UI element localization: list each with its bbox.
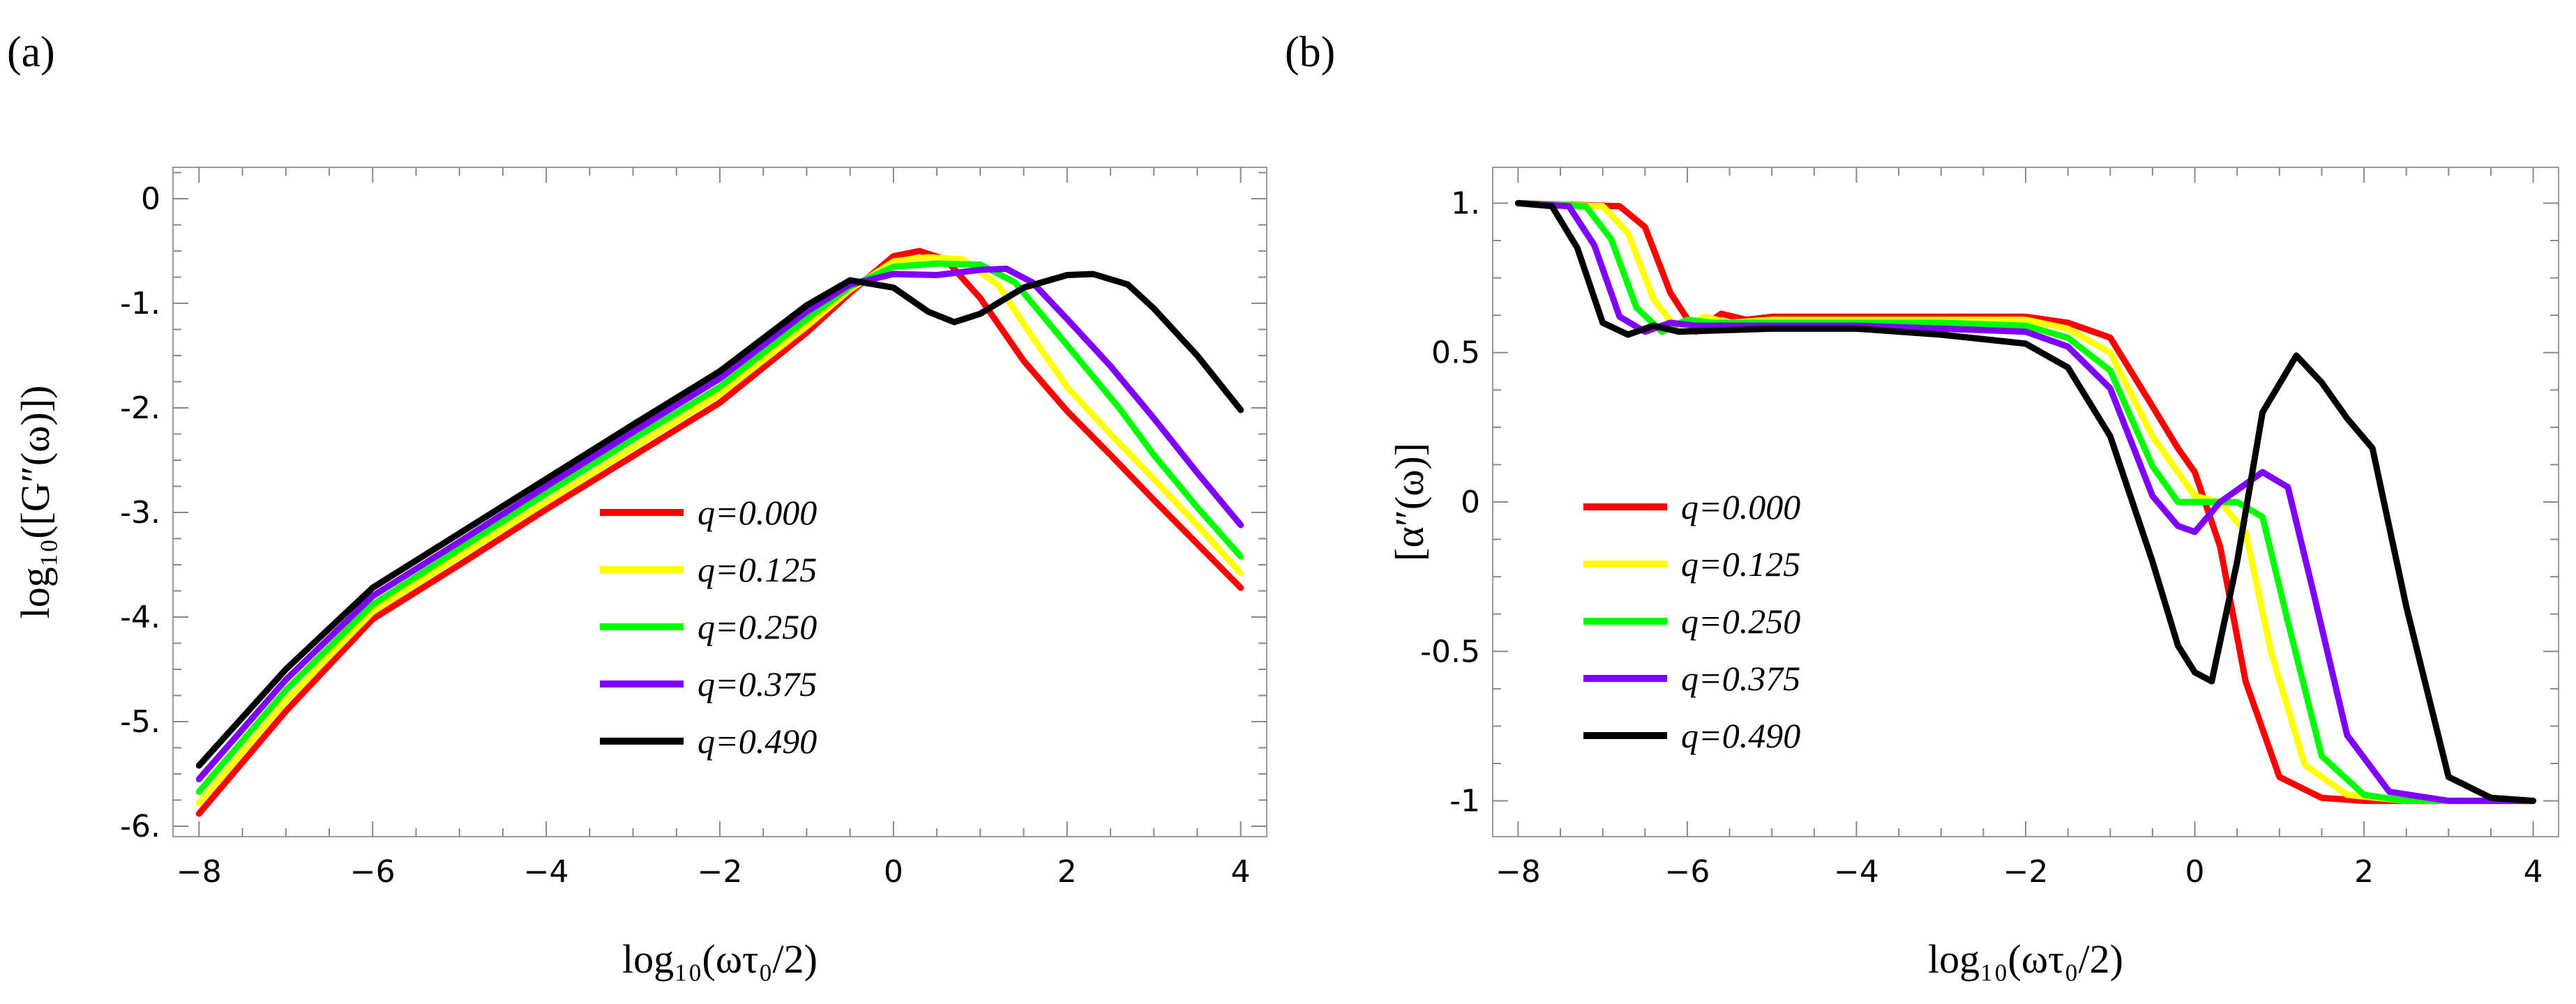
legend-label: q=0.490 — [1681, 716, 1800, 755]
y-tick-label: -4. — [120, 600, 160, 635]
panel-b: (b) −8 −6 −4 −2 0 2 4 1. 0.5 0 -0.5 -1 q=0.000 q=0.1… — [1285, 29, 2559, 982]
x-tick-label: −4 — [1834, 854, 1879, 890]
panel-b-legend: q=0.000 q=0.125 q=0.250 q=0.375 q=0.490 — [1583, 487, 1800, 755]
x-tick-label: 0 — [884, 854, 903, 890]
panel-a-ticks: −8 −6 −4 −2 0 2 4 0 -1. -2. -3. -4. -5. -6. — [120, 167, 1267, 890]
x-tick-label: −4 — [524, 854, 569, 890]
panel-a-xlabel: log₁₀(ωτ₀/2) — [622, 936, 818, 982]
x-tick-label: 2 — [2354, 854, 2374, 890]
x-tick-label: −2 — [2003, 854, 2049, 890]
y-tick-label: -5. — [120, 704, 160, 740]
series-line-q=0.000 — [195, 248, 1244, 817]
legend-label: q=0.125 — [1681, 545, 1800, 584]
panel-b-series — [1514, 199, 2537, 805]
x-tick-label: 4 — [2524, 854, 2543, 890]
legend-label: q=0.125 — [698, 550, 817, 589]
y-tick-label: -3. — [120, 495, 160, 531]
x-tick-label: −6 — [1664, 854, 1710, 890]
panel-a-label: (a) — [7, 29, 55, 76]
x-tick-label: −2 — [698, 854, 743, 890]
x-tick-label: −8 — [1496, 854, 1541, 890]
legend-label: q=0.490 — [698, 722, 817, 761]
panel-a-ylabel: log₁₀([G″(ω)]) — [13, 386, 58, 619]
series-line-q=0.125 — [195, 254, 1244, 807]
y-tick-label: 0.5 — [1431, 335, 1480, 371]
y-tick-label: 0 — [141, 181, 160, 217]
legend-label: q=0.000 — [698, 493, 817, 532]
series-line-q=0.375 — [195, 266, 1244, 782]
legend-label: q=0.000 — [1681, 487, 1800, 526]
x-tick-label: −6 — [350, 854, 396, 890]
y-tick-label: 0 — [1461, 485, 1480, 520]
series-line-q=0.490 — [195, 271, 1244, 769]
series-line-q=0.250 — [195, 260, 1244, 795]
x-tick-label: 0 — [2185, 854, 2205, 890]
panel-a-series — [195, 248, 1244, 817]
legend-label: q=0.375 — [1681, 659, 1800, 698]
y-tick-label: -0.5 — [1420, 634, 1480, 669]
legend-label: q=0.375 — [698, 664, 817, 703]
y-tick-label: 1. — [1451, 185, 1480, 221]
panel-b-ticks: −8 −6 −4 −2 0 2 4 1. 0.5 0 -0.5 -1 — [1420, 167, 2559, 890]
panel-b-ylabel: [α″(ω)] — [1387, 443, 1432, 561]
y-tick-label: -1. — [120, 286, 160, 321]
y-tick-label: -2. — [120, 390, 160, 426]
panel-a: (a) −8 −6 −4 −2 0 2 4 0 -1. -2. -3. -4. -5. -6. q=0.0… — [7, 29, 1267, 982]
panel-b-xlabel: log₁₀(ωτ₀/2) — [1928, 936, 2123, 982]
x-tick-label: 4 — [1231, 854, 1251, 890]
y-tick-label: -6. — [120, 809, 160, 844]
series-line-q=0.490 — [1514, 199, 2537, 805]
panel-a-legend: q=0.000 q=0.125 q=0.250 q=0.375 q=0.490 — [600, 493, 817, 761]
legend-label: q=0.250 — [698, 607, 817, 646]
x-tick-label: 2 — [1057, 854, 1077, 890]
y-tick-label: -1 — [1449, 784, 1480, 819]
legend-label: q=0.250 — [1681, 602, 1800, 641]
x-tick-label: −8 — [176, 854, 222, 890]
panel-b-label: (b) — [1285, 29, 1335, 76]
